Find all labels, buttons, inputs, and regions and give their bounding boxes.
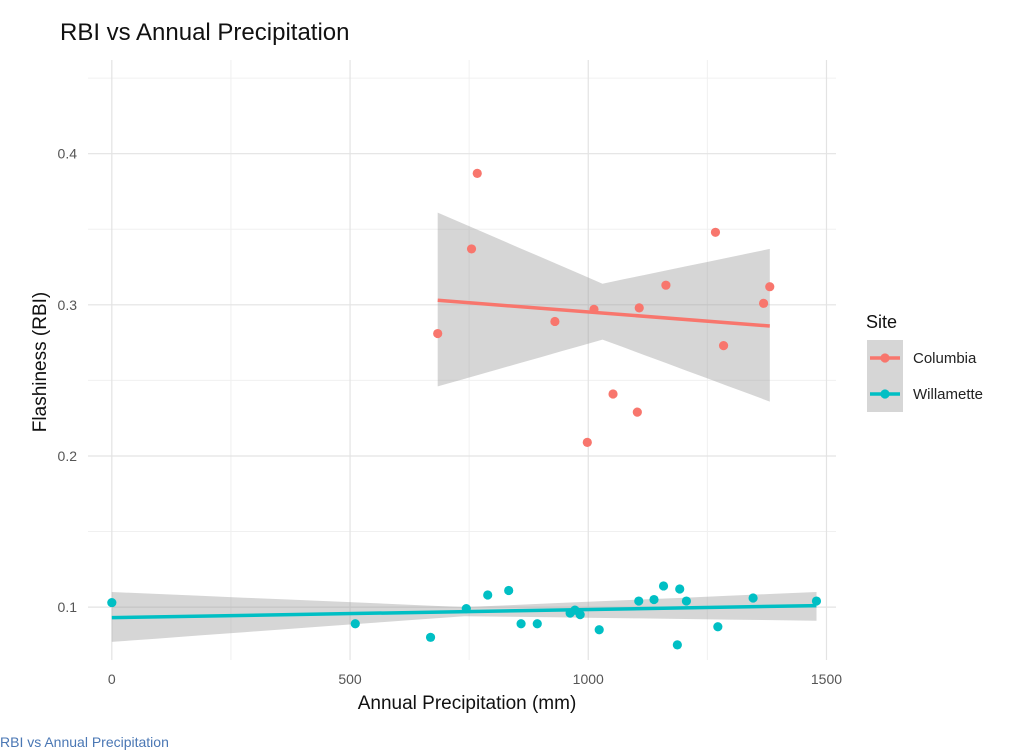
x-tick-label: 1500 bbox=[811, 671, 842, 687]
legend-key-point bbox=[880, 353, 890, 363]
legend-key-point bbox=[880, 389, 890, 399]
data-point-willamette bbox=[425, 632, 436, 642]
data-point-columbia bbox=[608, 389, 618, 399]
rbi-scatter-chart: 0 500 1000 1500 0.1 0.2 0.3 0.4 RBI vs Annual P… bbox=[30, 19, 983, 714]
data-point-columbia bbox=[765, 282, 775, 292]
data-point-willamette bbox=[107, 597, 117, 608]
y-tick-label: 0.1 bbox=[58, 599, 78, 615]
fit-line-columbia bbox=[437, 298, 770, 328]
tick-labels: 0 500 1000 1500 0.1 0.2 0.3 0.4 bbox=[58, 146, 843, 687]
y-tick-label: 0.4 bbox=[58, 146, 78, 162]
y-axis-title: Flashiness (RBI) bbox=[30, 292, 51, 432]
data-point-willamette bbox=[649, 594, 659, 605]
legend-item-columbia: Columbia bbox=[867, 340, 977, 376]
data-point-willamette bbox=[681, 596, 692, 606]
data-point-columbia bbox=[472, 168, 482, 178]
caption: RBI vs Annual Precipitation bbox=[0, 734, 169, 750]
data-point-columbia bbox=[466, 244, 477, 254]
data-point-willamette bbox=[461, 604, 471, 614]
data-point-willamette bbox=[811, 596, 822, 606]
grid-layer bbox=[88, 60, 836, 660]
data-point-columbia bbox=[582, 437, 592, 447]
legend-item-willamette: Willamette bbox=[867, 376, 983, 412]
legend-label: Willamette bbox=[913, 386, 983, 403]
x-axis-title: Annual Precipitation (mm) bbox=[358, 693, 577, 714]
chart-title: RBI vs Annual Precipitation bbox=[60, 19, 350, 46]
data-point-willamette bbox=[672, 640, 682, 650]
data-point-willamette bbox=[748, 593, 758, 603]
data-point-columbia bbox=[718, 341, 729, 351]
x-tick-label: 1000 bbox=[573, 671, 604, 687]
y-tick-label: 0.3 bbox=[58, 297, 78, 313]
confidence-bands bbox=[111, 212, 817, 642]
data-point-willamette bbox=[713, 622, 723, 632]
data-point-willamette bbox=[675, 584, 685, 594]
legend-items: Columbia Willamette bbox=[867, 340, 983, 412]
data-point-willamette bbox=[634, 596, 644, 606]
data-point-columbia bbox=[433, 328, 443, 339]
y-tick-label: 0.2 bbox=[58, 448, 78, 464]
data-point-columbia bbox=[589, 304, 599, 314]
data-point-willamette bbox=[350, 619, 360, 629]
data-point-willamette bbox=[532, 619, 542, 629]
data-point-willamette bbox=[594, 625, 604, 635]
confidence-band-columbia bbox=[437, 212, 770, 402]
data-point-columbia bbox=[758, 298, 769, 308]
data-point-willamette bbox=[658, 581, 669, 591]
legend-title: Site bbox=[866, 312, 897, 332]
legend: Site Columbia Willamette bbox=[866, 312, 983, 412]
data-point-columbia bbox=[634, 303, 644, 313]
data-point-columbia bbox=[710, 227, 721, 237]
data-point-willamette bbox=[575, 610, 585, 620]
data-point-columbia bbox=[661, 280, 671, 290]
data-point-columbia bbox=[632, 407, 642, 417]
x-tick-label: 500 bbox=[338, 671, 362, 687]
data-point-willamette bbox=[516, 619, 526, 629]
data-points bbox=[107, 168, 822, 650]
data-point-columbia bbox=[550, 316, 560, 327]
data-point-willamette bbox=[483, 590, 493, 600]
x-tick-label: 0 bbox=[108, 671, 116, 687]
legend-label: Columbia bbox=[913, 350, 977, 367]
data-point-willamette bbox=[504, 585, 514, 596]
